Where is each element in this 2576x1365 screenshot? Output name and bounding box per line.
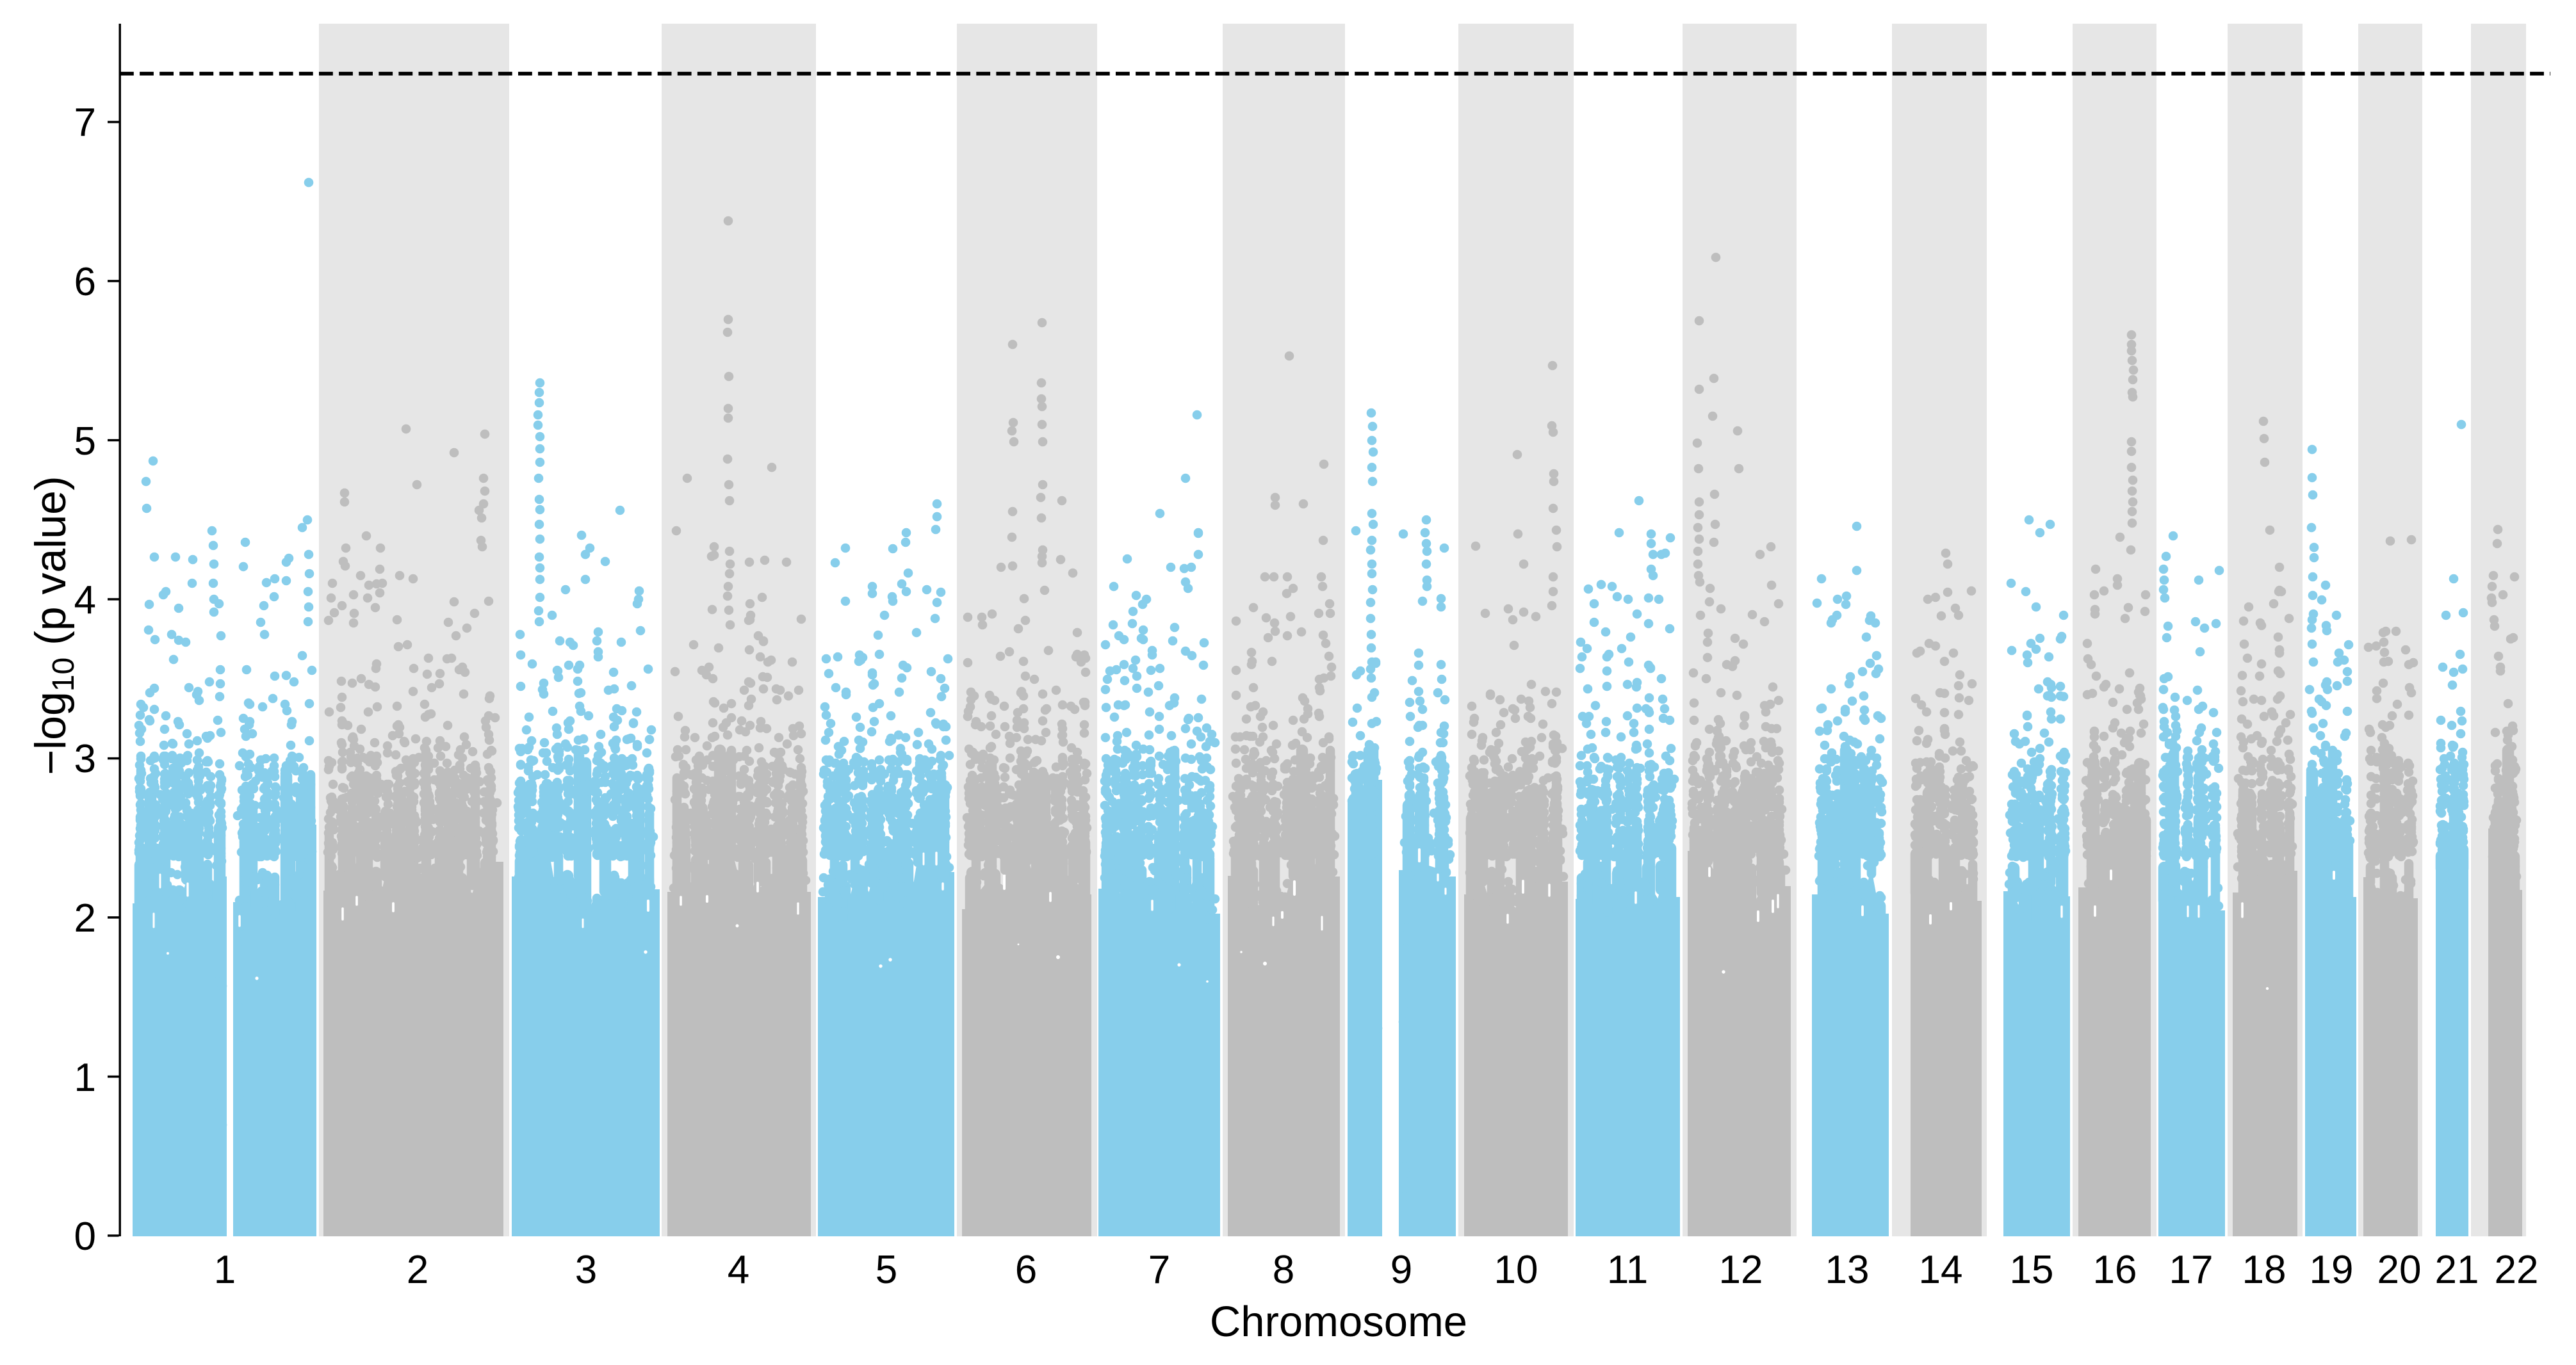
svg-text:4: 4 <box>74 578 96 622</box>
svg-text:15: 15 <box>2010 1248 2054 1292</box>
svg-text:6: 6 <box>1015 1248 1037 1292</box>
svg-text:7: 7 <box>74 101 96 145</box>
svg-text:Chromosome: Chromosome <box>1210 1298 1467 1346</box>
svg-text:3: 3 <box>74 737 96 781</box>
svg-text:1: 1 <box>74 1056 96 1100</box>
svg-text:22: 22 <box>2495 1248 2539 1292</box>
svg-text:16: 16 <box>2093 1248 2137 1292</box>
svg-text:5: 5 <box>74 419 96 464</box>
svg-text:0: 0 <box>74 1215 96 1259</box>
svg-text:13: 13 <box>1825 1248 1870 1292</box>
svg-text:17: 17 <box>2169 1248 2213 1292</box>
svg-text:7: 7 <box>1148 1248 1170 1292</box>
svg-text:3: 3 <box>575 1248 597 1292</box>
svg-text:2: 2 <box>74 896 96 941</box>
svg-text:4: 4 <box>728 1248 749 1292</box>
svg-text:10: 10 <box>1494 1248 1538 1292</box>
svg-text:12: 12 <box>1719 1248 1763 1292</box>
svg-text:20: 20 <box>2377 1248 2422 1292</box>
svg-text:8: 8 <box>1273 1248 1294 1292</box>
svg-text:19: 19 <box>2310 1248 2354 1292</box>
svg-text:14: 14 <box>1919 1248 1963 1292</box>
svg-text:21: 21 <box>2435 1248 2479 1292</box>
svg-text:9: 9 <box>1390 1248 1412 1292</box>
svg-text:6: 6 <box>74 260 96 304</box>
svg-text:11: 11 <box>1607 1248 1648 1292</box>
svg-text:−log10 (p value): −log10 (p value) <box>26 476 81 775</box>
svg-text:2: 2 <box>407 1248 428 1292</box>
svg-text:1: 1 <box>214 1248 236 1292</box>
svg-text:18: 18 <box>2242 1248 2287 1292</box>
svg-text:5: 5 <box>876 1248 897 1292</box>
